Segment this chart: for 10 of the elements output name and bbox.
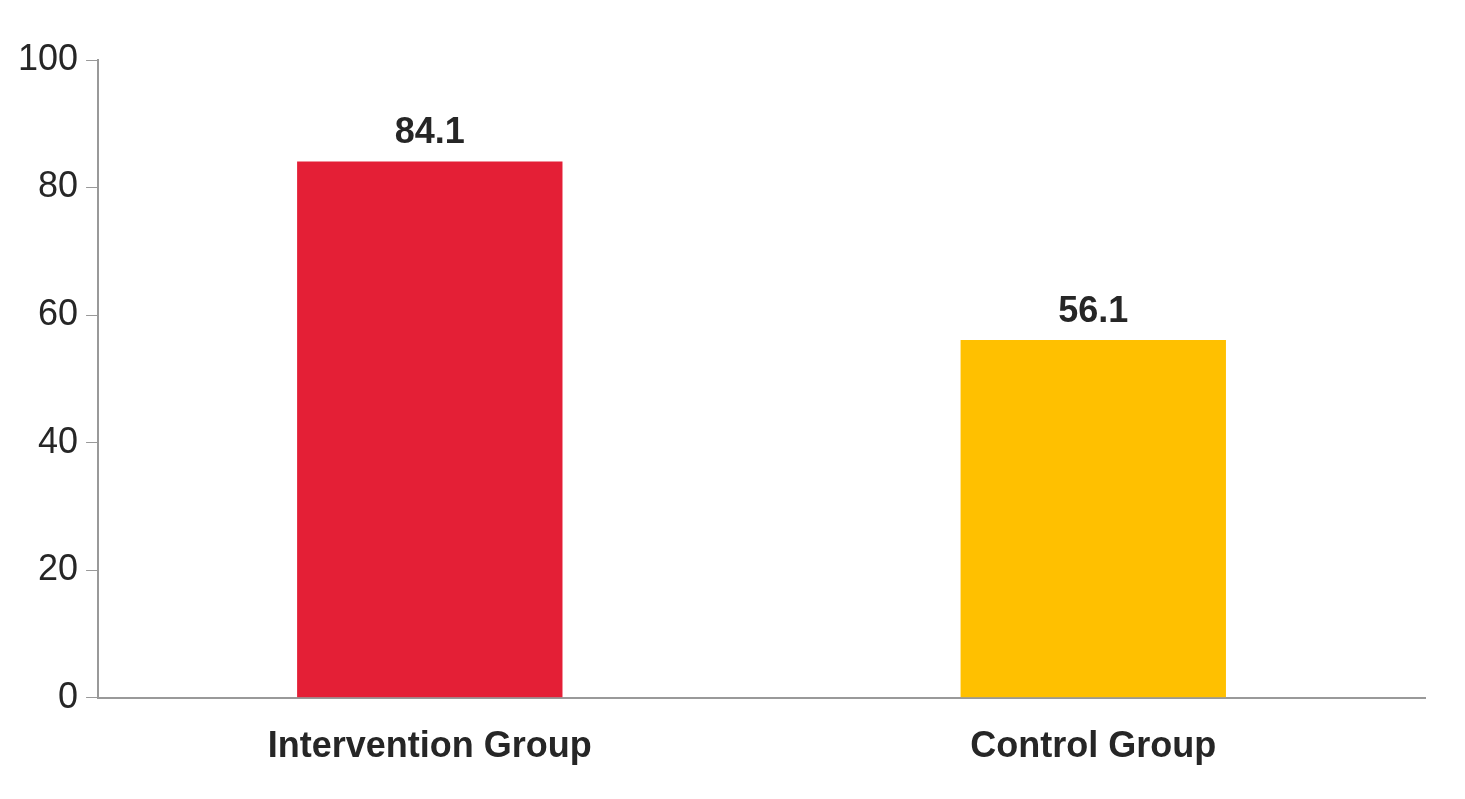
y-tick-label: 60 [38,292,79,334]
x-tick-label: Intervention Group [267,724,592,766]
data-label: 56.1 [1058,288,1129,330]
x-tick-label: Control Group [970,724,1217,766]
y-tick-label: 80 [38,164,79,206]
y-tick-label: 100 [17,36,79,78]
data-label: 84.1 [394,110,465,152]
y-tick-label: 20 [38,547,79,589]
y-tick-label: 0 [58,674,79,716]
y-tick-label: 40 [38,419,79,461]
